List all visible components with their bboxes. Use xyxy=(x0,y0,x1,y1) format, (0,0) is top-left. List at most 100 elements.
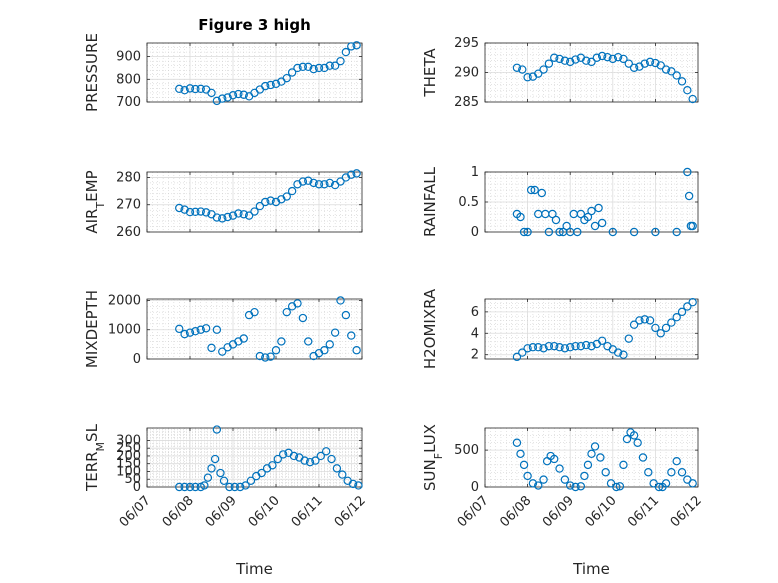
data-point xyxy=(592,53,602,62)
x-tick-label: 06/11 xyxy=(289,493,326,530)
data-point xyxy=(654,482,664,492)
data-point xyxy=(191,84,200,94)
data-point xyxy=(583,460,593,470)
data-point xyxy=(330,61,340,70)
data-point xyxy=(542,456,552,466)
data-point xyxy=(180,205,189,214)
y-tick-label: 280 xyxy=(116,170,141,185)
data-point xyxy=(239,210,248,219)
y-axis-label: TERRMSL xyxy=(83,423,107,492)
data-point xyxy=(587,341,596,351)
data-point xyxy=(228,90,238,100)
axes-box xyxy=(146,42,363,103)
data-point xyxy=(597,218,607,228)
data-point xyxy=(234,89,243,99)
data-point xyxy=(305,457,315,467)
data-point xyxy=(667,468,676,477)
x-tick-label: 06/12 xyxy=(332,493,369,530)
y-axis-label: PRESSURE xyxy=(83,33,101,112)
data-point xyxy=(298,313,308,323)
data-point xyxy=(615,482,625,491)
subplot-mixdepth: 0 1000 2000 MIXDEPTH xyxy=(83,290,363,368)
data-point xyxy=(320,63,329,73)
data-point xyxy=(228,211,238,220)
data-point xyxy=(271,79,281,89)
data-point xyxy=(523,471,532,481)
data-point xyxy=(282,192,291,201)
subplot-h2omixra: 2 4 6 H2OMIXRA xyxy=(421,288,699,369)
data-point xyxy=(576,209,586,219)
y-tick-label: 6 xyxy=(471,305,479,320)
data-point xyxy=(683,302,692,311)
data-point xyxy=(180,482,189,492)
data-point xyxy=(613,348,623,357)
axes-box xyxy=(146,171,363,233)
data-point xyxy=(587,206,596,216)
data-point xyxy=(651,58,660,68)
data-point xyxy=(683,167,692,177)
data-point xyxy=(207,343,216,353)
data-point xyxy=(629,63,639,72)
data-point xyxy=(225,482,234,492)
data-point xyxy=(590,221,600,231)
data-point xyxy=(523,344,532,353)
data-point xyxy=(212,325,222,334)
data-point xyxy=(261,197,270,207)
data-point xyxy=(633,438,642,447)
data-point xyxy=(218,94,227,103)
data-point xyxy=(216,468,225,478)
data-point xyxy=(560,475,570,484)
data-point xyxy=(580,471,589,481)
data-point xyxy=(255,201,265,211)
data-point xyxy=(550,454,559,464)
data-point xyxy=(325,178,334,188)
data-point xyxy=(566,481,575,490)
y-tick-label: 0.5 xyxy=(458,195,479,210)
data-point xyxy=(526,185,536,195)
data-point xyxy=(336,56,345,66)
data-point xyxy=(688,298,697,307)
data-point xyxy=(603,341,612,351)
x-axis-label: Time xyxy=(235,560,273,578)
y-tick-label: 270 xyxy=(116,198,141,213)
x-tick-label: 06/07 xyxy=(117,493,154,530)
data-point xyxy=(354,481,363,490)
data-point xyxy=(201,85,211,94)
data-point xyxy=(516,449,525,459)
data-point xyxy=(512,63,522,72)
x-tick-label: 06/09 xyxy=(540,493,577,530)
data-point xyxy=(644,468,653,477)
data-point xyxy=(661,65,671,74)
data-point xyxy=(207,88,216,98)
data-point xyxy=(347,42,356,51)
data-point xyxy=(581,340,591,350)
data-point xyxy=(555,464,564,473)
data-point xyxy=(348,479,358,489)
data-point xyxy=(196,325,205,334)
x-tick-label: 06/10 xyxy=(583,493,620,530)
data-point xyxy=(273,454,282,464)
data-point xyxy=(196,207,205,216)
data-point xyxy=(516,212,525,222)
data-point xyxy=(629,227,639,237)
data-point xyxy=(185,482,195,492)
data-point xyxy=(667,318,676,327)
data-point xyxy=(619,460,628,470)
data-point xyxy=(175,203,184,213)
data-point xyxy=(218,214,227,223)
data-point xyxy=(223,93,232,102)
data-point xyxy=(590,442,600,451)
data-point xyxy=(683,85,692,95)
data-point xyxy=(175,324,184,334)
data-point xyxy=(341,47,351,57)
data-point xyxy=(336,296,345,305)
subplot-theta: 285 290 295 THETA xyxy=(421,36,699,110)
subplot-pressure: 700 800 900 PRESSURE Figure 3 high xyxy=(83,16,363,112)
data-point xyxy=(551,215,561,225)
y-axis-label: H2OMIXRA xyxy=(421,288,439,369)
data-point xyxy=(608,54,618,64)
data-point xyxy=(672,227,681,237)
x-tick-label: 06/09 xyxy=(203,493,240,530)
data-point xyxy=(619,350,628,359)
